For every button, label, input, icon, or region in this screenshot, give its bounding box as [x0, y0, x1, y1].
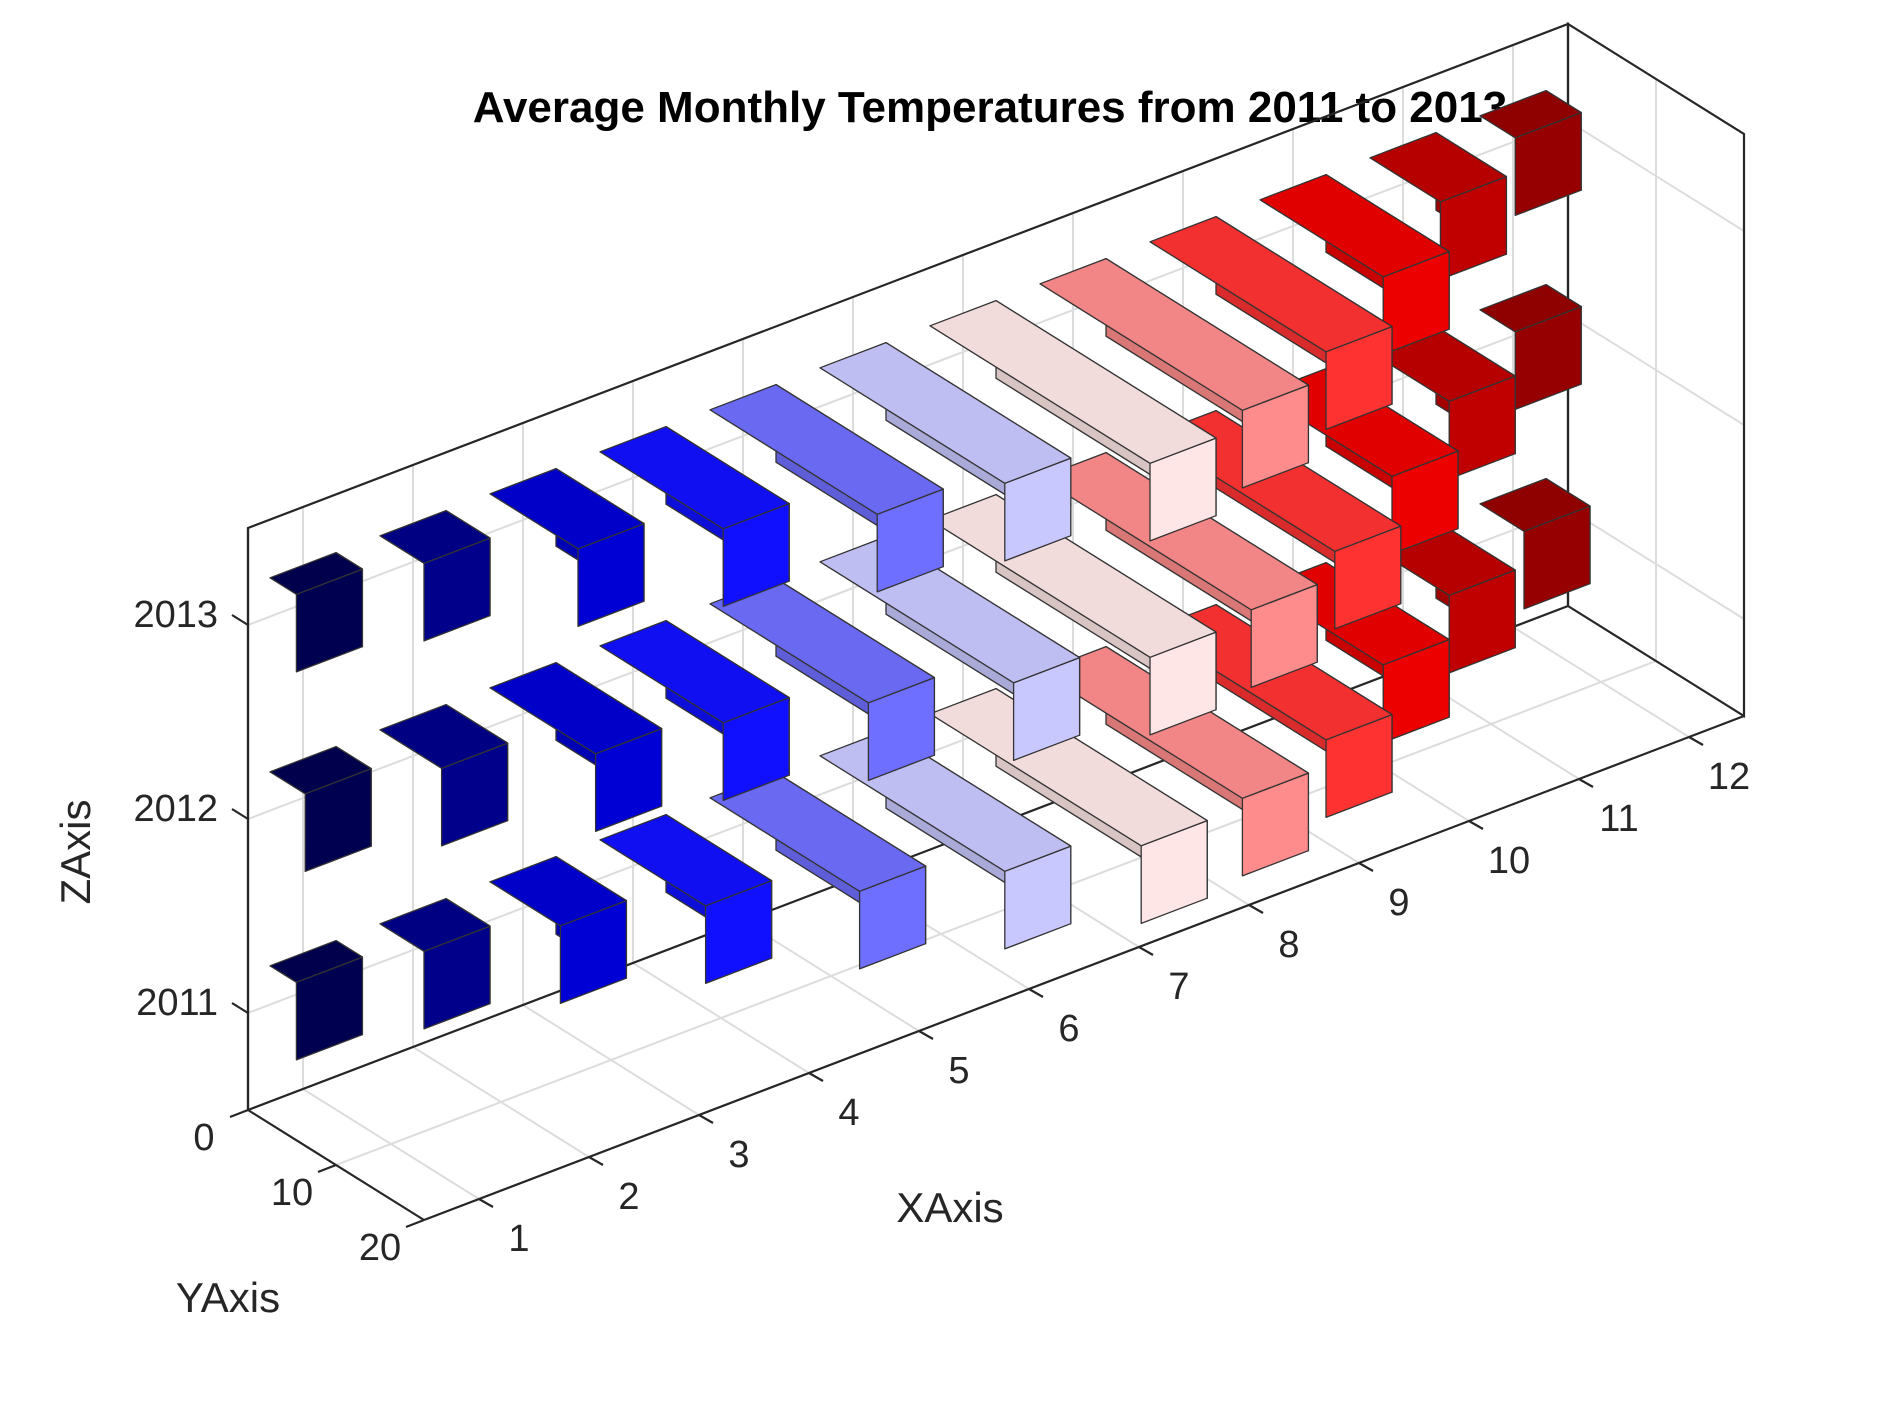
z-tick-mark [231, 1002, 249, 1014]
x-tick-label: 12 [1708, 756, 1750, 798]
bar-2012-2 [379, 703, 509, 847]
y-tick-label: 0 [193, 1117, 214, 1159]
x-tick-mark [1248, 904, 1264, 914]
y-gridline [335, 660, 1657, 1166]
bar-2013-5 [709, 383, 944, 593]
bar-2013-6 [819, 341, 1072, 562]
z-gridline-wall [1567, 120, 1745, 232]
x-tick-mark [1028, 988, 1044, 998]
z-tick-label: 2012 [133, 788, 218, 830]
bar-2012-5 [709, 577, 936, 782]
x-axis-line [423, 714, 1745, 1222]
chart-title: Average Monthly Temperatures from 2011 t… [473, 83, 1507, 132]
bar-2013-8 [1039, 257, 1310, 489]
z-tick-mark [231, 614, 249, 626]
bar-2013-3 [489, 467, 645, 628]
x-tick-mark [1138, 946, 1154, 956]
z-tick-label: 2011 [136, 982, 218, 1024]
bar-2012-4 [599, 619, 790, 802]
bar-2011-1 [269, 939, 364, 1061]
x-tick-label: 8 [1278, 924, 1299, 966]
x-tick-mark [1688, 736, 1704, 746]
x-tick-mark [918, 1030, 934, 1040]
bars-layer [269, 89, 1591, 1061]
x-tick-mark [1578, 778, 1594, 788]
x-tick-mark [1358, 862, 1374, 872]
bar-2013-12 [1479, 89, 1582, 217]
bar-2011-4 [599, 813, 773, 985]
x-tick-label: 9 [1388, 882, 1409, 924]
z-gridline-wall [1567, 508, 1745, 620]
bar-2011-5 [709, 771, 927, 970]
y-tick-mark [229, 1108, 249, 1119]
x-tick-mark [698, 1114, 714, 1124]
x-tick-label: 7 [1168, 966, 1189, 1008]
bar-2011-12 [1479, 477, 1591, 610]
z-gridline-wall [1567, 314, 1745, 426]
y-tick-label: 20 [359, 1227, 401, 1269]
bar-2013-11 [1369, 131, 1508, 281]
bar-2013-10 [1259, 173, 1450, 356]
x-tick-label: 4 [838, 1092, 859, 1134]
bar-2011-2 [379, 897, 491, 1030]
bar-2011-3 [489, 855, 628, 1005]
bar-2012-12 [1479, 283, 1582, 411]
bar-2013-1 [269, 551, 364, 673]
y-axis-label: YAxis [176, 1274, 280, 1321]
bar-2013-2 [379, 509, 491, 642]
x-tick-label: 1 [508, 1218, 529, 1260]
x-tick-label: 6 [1058, 1008, 1079, 1050]
bar-2013-7 [929, 299, 1217, 542]
z-tick-mark [231, 808, 249, 820]
x-tick-mark [478, 1198, 494, 1208]
z-axis-label: ZAxis [52, 800, 99, 905]
y-tick-mark [405, 1218, 425, 1229]
x-tick-label: 3 [728, 1134, 749, 1176]
x-tick-mark [808, 1072, 824, 1082]
x-tick-label: 10 [1488, 840, 1530, 882]
bar-2012-3 [489, 661, 663, 833]
y-tick-label: 10 [271, 1172, 313, 1214]
x-tick-label: 5 [948, 1050, 969, 1092]
bar-2013-9 [1149, 215, 1393, 431]
x-tick-label: 11 [1599, 798, 1638, 840]
x-tick-mark [1468, 820, 1484, 830]
bar-2013-4 [599, 425, 790, 608]
side-wall [1566, 22, 1746, 718]
z-tick-label: 2013 [133, 594, 218, 636]
bar-2012-7 [929, 493, 1217, 736]
x-axis-label: XAxis [896, 1184, 1003, 1231]
y-tick-mark [317, 1163, 337, 1174]
x-tick-mark [588, 1156, 604, 1166]
bar-2012-6 [819, 535, 1081, 762]
bar-2012-1 [269, 745, 372, 873]
x-tick-label: 2 [618, 1176, 639, 1218]
